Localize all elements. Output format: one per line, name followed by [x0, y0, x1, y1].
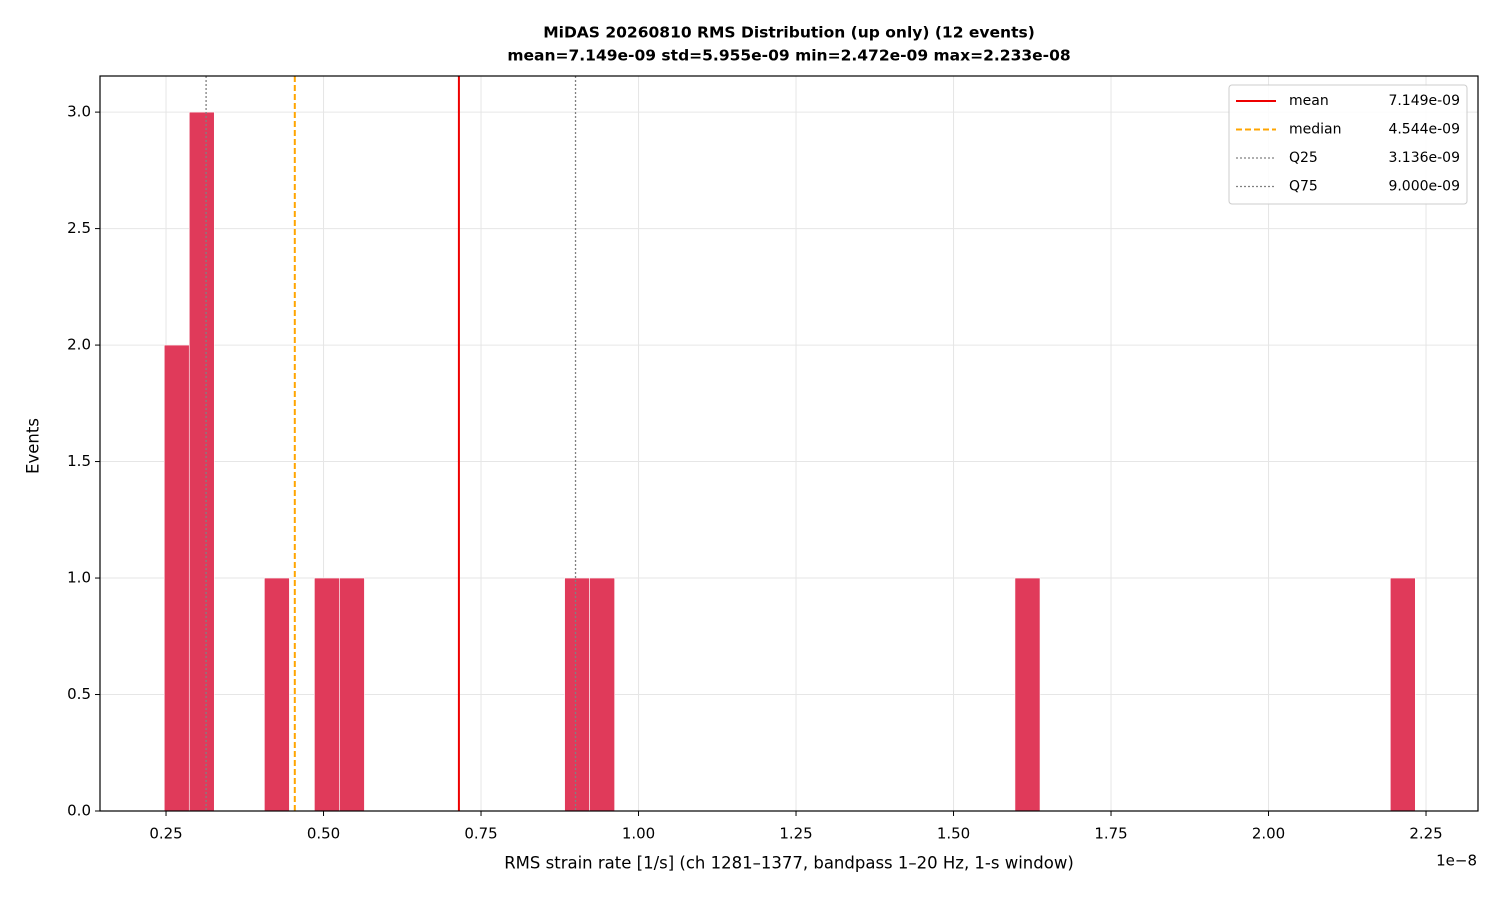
x-tick-label: 2.25 — [1409, 825, 1442, 843]
x-tick-label: 2.00 — [1252, 825, 1285, 843]
y-tick-label: 2.0 — [67, 336, 91, 354]
legend-value: 4.544e-09 — [1388, 122, 1460, 138]
bar — [163, 344, 190, 812]
chart-subtitle: mean=7.149e-09 std=5.955e-09 min=2.472e-… — [507, 47, 1070, 65]
x-tick-label: 1.00 — [622, 825, 655, 843]
bar — [188, 111, 215, 812]
x-tick-label: 1.25 — [779, 825, 812, 843]
legend-value: 3.136e-09 — [1388, 150, 1460, 166]
y-tick-label: 1.5 — [67, 452, 91, 470]
legend-value: 7.149e-09 — [1388, 93, 1460, 109]
bar — [589, 577, 615, 812]
legend-name: median — [1289, 122, 1341, 138]
y-tick-label: 1.0 — [67, 569, 91, 587]
legend-value: 9.000e-09 — [1388, 179, 1460, 195]
bar — [264, 577, 290, 812]
x-offset-label: 1e−8 — [1436, 852, 1477, 870]
plot-frame — [99, 75, 1479, 812]
bar — [1014, 577, 1041, 812]
chart-title: MiDAS 20260810 RMS Distribution (up only… — [543, 24, 1035, 42]
x-axis-label: RMS strain rate [1/s] (ch 1281–1377, ban… — [504, 854, 1074, 873]
bar — [1390, 577, 1416, 812]
x-tick-label: 0.75 — [464, 825, 497, 843]
legend-box — [1228, 84, 1468, 205]
x-tick-label: 1.75 — [1094, 825, 1127, 843]
legend-name: mean — [1289, 93, 1329, 109]
y-tick-label: 0.0 — [67, 802, 91, 820]
x-tick-label: 0.25 — [149, 825, 182, 843]
bar — [564, 577, 590, 812]
y-tick-label: 2.5 — [67, 219, 91, 237]
y-axis-label: Events — [24, 418, 43, 474]
legend-name: Q25 — [1289, 150, 1318, 166]
legend-name: Q75 — [1289, 179, 1318, 195]
legend: mean 7.149e-09 median 4.544e-09 Q25 3.136e-09… — [1228, 84, 1468, 205]
x-tick-label: 1.50 — [937, 825, 970, 843]
bar — [314, 577, 340, 812]
bar — [339, 577, 365, 812]
y-tick-label: 3.0 — [67, 103, 91, 121]
y-tick-label: 0.5 — [67, 685, 91, 703]
x-tick-label: 0.50 — [307, 825, 340, 843]
